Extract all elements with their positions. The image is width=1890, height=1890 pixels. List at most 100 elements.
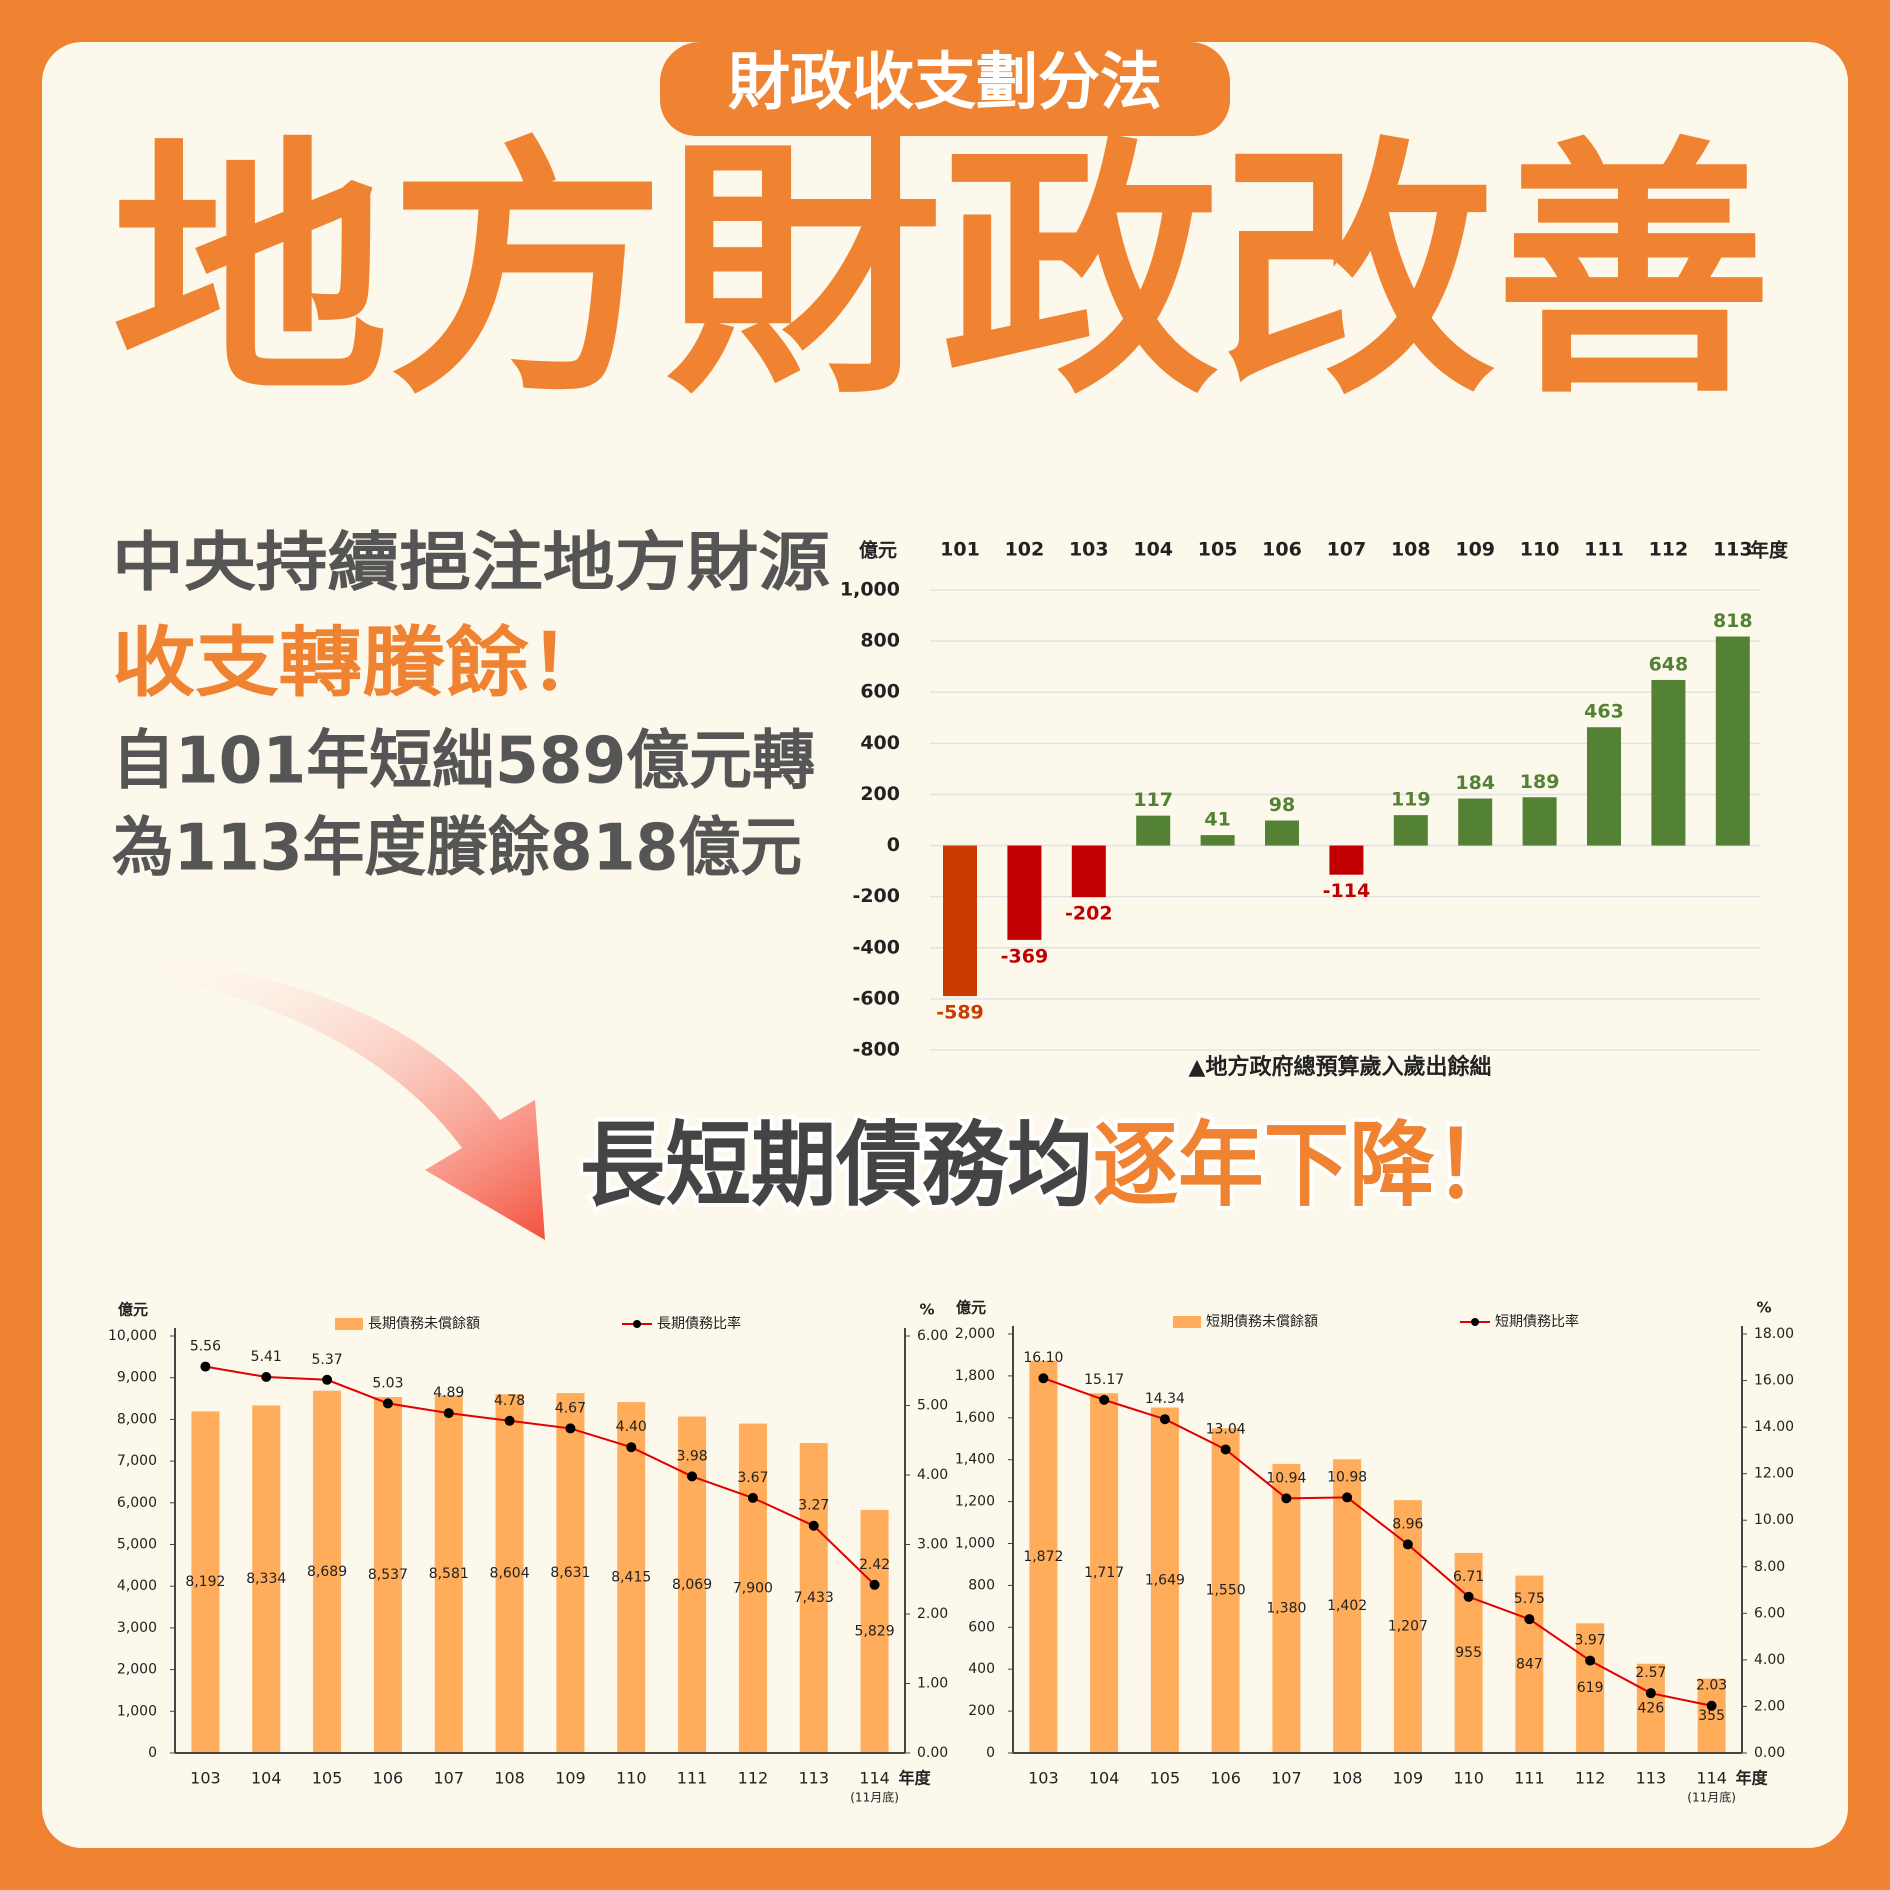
data-label: 98 xyxy=(1269,794,1295,816)
y-tick-label: -800 xyxy=(852,1039,900,1061)
ratio-label: 5.41 xyxy=(251,1349,282,1365)
ratio-label: 4.67 xyxy=(555,1400,586,1416)
bar xyxy=(1090,1393,1119,1753)
ratio-label: 5.56 xyxy=(190,1339,221,1355)
y-tick-label: 1,600 xyxy=(955,1410,995,1426)
bar xyxy=(1454,1552,1483,1753)
x-tick-label: 108 xyxy=(494,1769,525,1788)
bar xyxy=(1136,815,1171,846)
x-tick-label: 111 xyxy=(1584,539,1624,561)
legend-marker xyxy=(1471,1318,1479,1326)
y2-axis-unit: % xyxy=(1756,1299,1771,1317)
data-label: 463 xyxy=(1584,701,1624,723)
ratio-label: 5.75 xyxy=(1514,1591,1545,1607)
y-axis-unit: 億元 xyxy=(118,1301,148,1319)
ratio-line xyxy=(1043,1377,1712,1707)
y-tick-label: 10,000 xyxy=(108,1328,157,1344)
y-tick-label: -600 xyxy=(852,987,900,1009)
bar xyxy=(1636,1663,1665,1753)
y2-tick-label: 14.00 xyxy=(1754,1419,1794,1435)
ratio-label: 8.96 xyxy=(1392,1516,1423,1532)
bar-label: 1,649 xyxy=(1145,1572,1185,1588)
tag-tab xyxy=(660,42,1230,136)
main-title: 地方財政改善 xyxy=(112,115,1772,430)
legend-label: 長期債務未償餘額 xyxy=(368,1315,480,1332)
y2-tick-label: 0.00 xyxy=(917,1745,948,1761)
y-tick-label: 7,000 xyxy=(117,1453,157,1469)
y-tick-label: 0 xyxy=(887,834,900,856)
data-label: 117 xyxy=(1133,789,1173,811)
y-tick-label: 1,000 xyxy=(840,579,900,601)
ratio-marker xyxy=(1099,1394,1110,1405)
y2-tick-label: 18.00 xyxy=(1754,1326,1794,1342)
ratio-marker xyxy=(1645,1688,1656,1699)
bar xyxy=(191,1411,220,1753)
ratio-label: 3.98 xyxy=(676,1448,707,1464)
bar xyxy=(1587,727,1621,846)
x-axis-unit: 年度 xyxy=(1736,1769,1769,1788)
bar-label: 8,604 xyxy=(490,1566,530,1582)
bar xyxy=(1651,679,1686,846)
x-tick-label: 111 xyxy=(1514,1769,1545,1788)
subheading-part: 長短期債務均 xyxy=(580,1112,1093,1219)
y-tick-label: -400 xyxy=(852,936,900,958)
y-tick-label: 1,000 xyxy=(117,1703,157,1719)
y2-tick-label: 1.00 xyxy=(917,1676,948,1692)
ratio-line xyxy=(205,1365,876,1586)
bar-label: 355 xyxy=(1698,1708,1725,1724)
ratio-marker xyxy=(1524,1614,1535,1625)
data-label: -369 xyxy=(1001,945,1049,967)
ratio-marker xyxy=(1159,1414,1170,1425)
bar xyxy=(1515,1575,1544,1753)
category-note: (11月底) xyxy=(850,1790,899,1805)
ratio-marker xyxy=(808,1520,819,1531)
y-tick-label: 1,200 xyxy=(955,1494,995,1510)
ratio-label: 16.10 xyxy=(1023,1350,1063,1366)
x-tick-label: 109 xyxy=(1455,539,1495,561)
legend-label: 短期債務未償餘額 xyxy=(1206,1313,1318,1330)
legend-label: 長期債務比率 xyxy=(657,1315,741,1332)
bar xyxy=(556,1393,585,1753)
ratio-label: 2.42 xyxy=(859,1557,890,1573)
bar xyxy=(943,845,977,997)
y-tick-label: 6,000 xyxy=(117,1495,157,1511)
ratio-marker xyxy=(1402,1539,1413,1550)
subheading: 長短期債務均逐年下降！ xyxy=(580,1112,1520,1219)
x-tick-label: 113 xyxy=(1636,1769,1667,1788)
intro-line: 為113年度賸餘818億元 xyxy=(112,812,802,886)
x-axis-unit: 年度 xyxy=(1750,539,1789,562)
ratio-marker xyxy=(626,1442,637,1453)
data-label: -114 xyxy=(1323,880,1371,902)
x-axis-unit: 年度 xyxy=(899,1769,932,1788)
x-tick-label: 114 xyxy=(859,1769,890,1788)
x-tick-label: 106 xyxy=(1262,539,1302,561)
bar-label: 8,537 xyxy=(368,1567,408,1583)
data-label: 189 xyxy=(1520,771,1560,793)
y2-tick-label: 4.00 xyxy=(1754,1652,1785,1668)
ratio-label: 5.03 xyxy=(372,1375,403,1391)
y-tick-label: 1,800 xyxy=(955,1368,995,1384)
x-tick-label: 107 xyxy=(433,1769,464,1788)
bar-label: 8,581 xyxy=(429,1566,469,1582)
x-tick-label: 110 xyxy=(1453,1769,1484,1788)
y-tick-label: 9,000 xyxy=(117,1370,157,1386)
bar xyxy=(1329,845,1364,875)
ratio-label: 3.67 xyxy=(737,1470,768,1486)
ratio-label: 10.98 xyxy=(1327,1469,1367,1485)
bar-label: 1,207 xyxy=(1388,1619,1428,1635)
x-tick-label: 101 xyxy=(940,539,980,561)
x-tick-label: 104 xyxy=(1133,539,1173,561)
y2-tick-label: 2.00 xyxy=(1754,1698,1785,1714)
x-tick-label: 113 xyxy=(1713,539,1753,561)
y2-tick-label: 3.00 xyxy=(917,1537,948,1553)
x-tick-label: 106 xyxy=(373,1769,404,1788)
legend-label: 短期債務比率 xyxy=(1495,1313,1579,1330)
data-label: 119 xyxy=(1391,789,1431,811)
bar-label: 8,631 xyxy=(550,1565,590,1581)
y-tick-label: 0 xyxy=(148,1745,157,1761)
y-tick-label: 600 xyxy=(968,1619,995,1635)
bar xyxy=(1029,1360,1058,1753)
bar-label: 8,334 xyxy=(246,1571,286,1587)
